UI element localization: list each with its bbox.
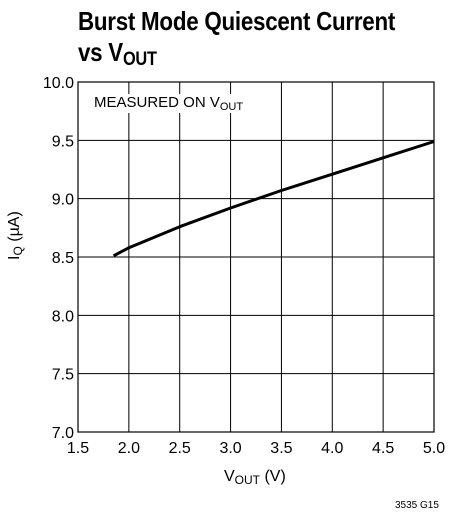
y-tick-label: 7.0	[52, 425, 74, 442]
y-tick-label: 8.5	[52, 250, 74, 267]
y-tick-label: 10.0	[43, 75, 74, 92]
plot-frame	[77, 81, 435, 433]
chart-title-line2-sub: OUT	[122, 49, 157, 70]
y-tick-label: 9.5	[52, 133, 74, 150]
y-tick-label: 7.5	[52, 367, 74, 384]
x-axis-title: VOUT (V)	[224, 468, 286, 487]
x-tick-label: 4.0	[321, 440, 343, 457]
chart-title: Burst Mode Quiescent Current vs VOUT	[78, 6, 395, 75]
annotation-sub: OUT	[219, 101, 244, 113]
chart-title-line1: Burst Mode Quiescent Current	[78, 6, 396, 36]
y-tick-label: 8.0	[52, 308, 74, 325]
y-axis-title-main: I	[6, 255, 23, 260]
x-tick-label: 4.5	[372, 440, 394, 457]
x-axis-title-main: V	[224, 468, 235, 485]
y-tick-label: 9.0	[52, 192, 74, 209]
figure-code: 3535 G15	[395, 500, 439, 511]
annotation-main: MEASURED ON V	[94, 94, 220, 111]
x-tick-label: 3.0	[219, 440, 241, 457]
chart-title-line2: vs VOUT	[78, 37, 395, 75]
x-tick-label: 5.0	[423, 440, 445, 457]
y-axis-title-unit: (µA)	[6, 211, 23, 247]
x-tick-label: 3.5	[270, 440, 292, 457]
x-tick-label: 2.0	[118, 440, 140, 457]
y-axis-title: IQ (µA)	[6, 211, 25, 260]
x-tick-label: 2.5	[169, 440, 191, 457]
x-axis-title-sub: OUT	[234, 473, 261, 487]
series-line	[112, 140, 435, 258]
x-tick-label: 1.5	[67, 440, 89, 457]
y-axis-title-sub: Q	[11, 246, 25, 256]
chart-title-line2-prefix: vs V	[78, 37, 123, 67]
chart-annotation: MEASURED ON VOUT	[92, 94, 246, 113]
x-axis-title-unit: (V)	[260, 468, 286, 485]
